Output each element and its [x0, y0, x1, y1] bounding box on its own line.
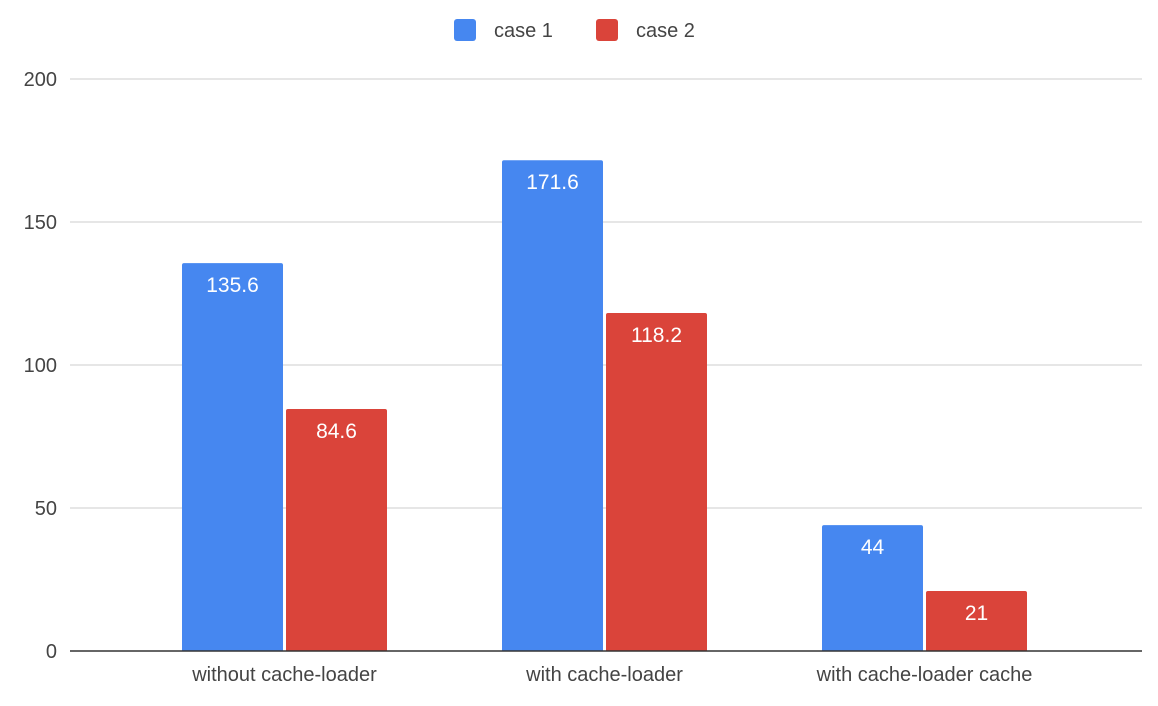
legend-item-case-2[interactable]: case 2 [596, 19, 695, 42]
y-tick-label: 100 [24, 355, 57, 377]
data-label: 21 [965, 602, 988, 625]
y-tick-label: 50 [35, 498, 57, 520]
y-tick-label: 0 [46, 641, 57, 663]
x-category-label: with cache-loader [525, 664, 683, 686]
data-label: 135.6 [206, 274, 259, 297]
bar-case-1-2 [822, 525, 923, 651]
bar-case-2-1 [606, 312, 707, 651]
legend-label: case 1 [494, 20, 553, 42]
bar-case-1-1 [502, 160, 603, 651]
data-label: 84.6 [316, 420, 357, 443]
legend-swatch [454, 19, 476, 41]
legend-label: case 2 [636, 20, 695, 42]
y-tick-label: 150 [24, 212, 57, 234]
x-category-label: without cache-loader [191, 664, 377, 686]
x-axis-categories: without cache-loader with cache-loader wit… [191, 664, 1032, 686]
data-label: 171.6 [526, 171, 579, 194]
data-labels: 135.6 84.6 171.6 118.2 44 21 [206, 171, 988, 625]
bars [182, 160, 1027, 651]
legend-item-case-1[interactable]: case 1 [454, 19, 553, 42]
legend[interactable]: case 1 case 2 [454, 19, 695, 42]
y-tick-label: 200 [24, 69, 57, 91]
legend-swatch [596, 19, 618, 41]
data-label: 44 [861, 536, 885, 559]
x-category-label: with cache-loader cache [816, 664, 1033, 686]
bar-case-2-2 [926, 590, 1027, 651]
y-axis-ticks: 0 50 100 150 200 [24, 69, 57, 663]
bar-case-2-0 [286, 409, 387, 651]
bar-case-1-0 [182, 263, 283, 651]
data-label: 118.2 [631, 324, 682, 347]
